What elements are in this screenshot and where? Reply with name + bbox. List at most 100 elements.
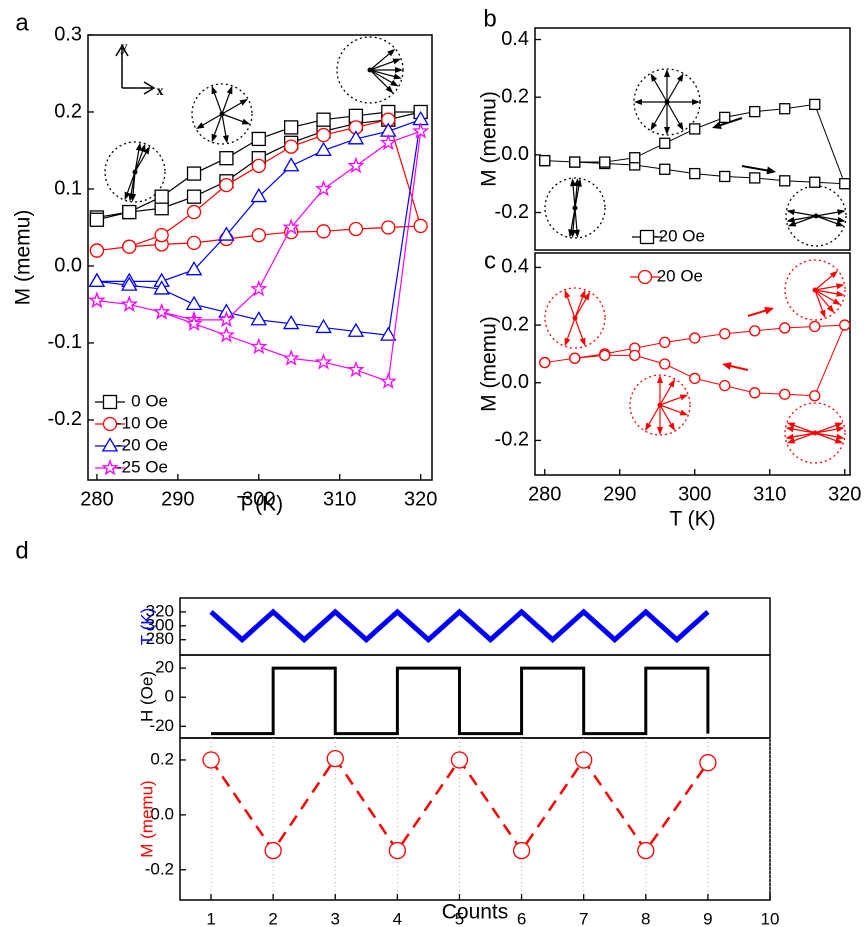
marker — [284, 139, 299, 154]
marker — [629, 349, 641, 362]
marker — [749, 325, 761, 337]
spin-arrow-head — [785, 433, 794, 440]
marker — [186, 166, 202, 181]
spin-arrow — [659, 404, 685, 415]
marker — [779, 322, 791, 334]
spin-arrow-head — [836, 426, 845, 433]
marker — [153, 303, 171, 320]
spin-arrow — [574, 293, 585, 319]
spin-arrow — [790, 432, 816, 443]
marker — [88, 272, 106, 287]
spin-arrow — [814, 423, 840, 434]
marker — [282, 157, 300, 172]
y-tick-label: 0.0 — [501, 143, 529, 165]
marker — [347, 322, 365, 337]
spin-arrow — [565, 293, 576, 319]
y-tick-label: -20 — [149, 716, 174, 735]
y-tick-label: 0.4 — [501, 256, 529, 278]
spin-arrow — [221, 113, 228, 140]
spin-arrow-head — [139, 143, 146, 153]
spin-arrow-head — [579, 289, 586, 299]
inset-y: y — [121, 40, 128, 55]
spin-arrow — [789, 432, 816, 439]
y-tick-label: 0.4 — [501, 28, 529, 50]
panel-label: d — [15, 537, 28, 564]
y-tick-label: -0.2 — [145, 859, 174, 878]
y-tick-label: 0.2 — [501, 313, 529, 335]
spin-arrow — [814, 284, 841, 291]
spin-arrow — [574, 207, 578, 234]
x-tick-label: 300 — [678, 483, 711, 505]
direction-arrow-head — [764, 306, 774, 315]
spin-arrow-head — [829, 270, 838, 279]
marker — [569, 156, 581, 168]
spin-arrow — [789, 427, 816, 434]
spin-arrow — [221, 113, 247, 124]
spin-circle — [544, 177, 606, 239]
marker — [809, 320, 821, 333]
spin-arrow — [574, 182, 581, 209]
marker — [689, 372, 701, 385]
spin-arrow-head — [837, 209, 846, 216]
spin-arrow-head — [650, 73, 658, 82]
marker — [219, 177, 234, 193]
y-tick-label: 280 — [146, 629, 174, 648]
marker — [282, 314, 300, 330]
spin-arrow-head — [787, 220, 797, 227]
spin-arrow — [125, 171, 136, 197]
spin-arrow-head — [395, 67, 403, 73]
marker — [88, 291, 106, 308]
marker — [749, 105, 761, 118]
marker — [186, 204, 202, 220]
marker — [89, 212, 105, 227]
marker — [316, 127, 331, 143]
x-tick-label: 7 — [579, 909, 588, 927]
marker — [315, 141, 332, 157]
x-axis-label: Counts — [442, 901, 509, 924]
spin-arrow-head — [650, 122, 658, 131]
spin-arrow-head — [575, 178, 582, 187]
y-axis-label: M (memu) — [478, 316, 501, 412]
y-tick-label: 300 — [146, 615, 174, 634]
spin-arrow — [790, 423, 816, 434]
marker — [749, 172, 761, 184]
legend-label: -25 Oe — [116, 457, 168, 476]
spin-arrow — [666, 76, 683, 103]
x-tick-label: 9 — [703, 909, 712, 927]
spin-arrow-head — [226, 85, 233, 95]
spin-arrow-head — [135, 142, 142, 151]
marker — [186, 189, 202, 204]
legend-marker — [639, 229, 655, 245]
legend-label: -20 Oe — [116, 435, 168, 454]
spin-arrow-head — [837, 216, 846, 223]
spin-arrow — [814, 432, 841, 439]
spin-arrow — [199, 113, 223, 128]
spin-arrow-head — [836, 433, 845, 440]
y-tick-label: 20 — [155, 658, 174, 677]
spin-arrow — [790, 215, 817, 222]
spin-circle — [191, 83, 253, 145]
spin-arrow — [134, 149, 149, 173]
marker — [89, 243, 105, 258]
x-tick-label: 320 — [828, 483, 861, 505]
x-tick-label: 4 — [393, 909, 402, 927]
marker — [282, 218, 300, 235]
marker — [348, 221, 364, 237]
direction-arrow-head — [712, 121, 722, 129]
marker — [250, 187, 268, 203]
x-tick-label: 1 — [206, 909, 215, 927]
marker — [629, 152, 641, 164]
spin-arrow-head — [679, 409, 689, 416]
x-axis-label: T (K) — [237, 493, 283, 516]
x-tick-label: 8 — [641, 909, 650, 927]
marker — [316, 112, 331, 127]
marker — [719, 111, 731, 124]
spin-arrow-head — [664, 127, 670, 135]
y-axis-label: M (memu) — [478, 91, 501, 187]
y-tick-label: -0.2 — [48, 408, 82, 430]
marker — [314, 179, 333, 197]
spin-arrow — [369, 69, 391, 91]
spin-arrow-head — [819, 309, 826, 319]
x-tick-label: 10 — [761, 909, 780, 927]
